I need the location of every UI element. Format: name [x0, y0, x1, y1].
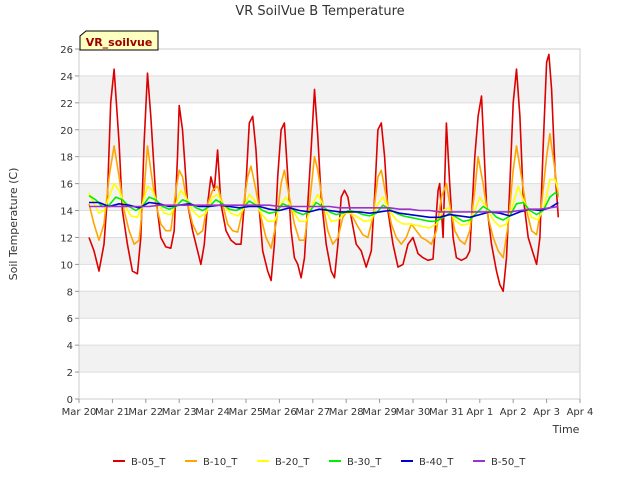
x-tick-label: Mar 31 — [429, 407, 464, 418]
x-tick-label: Mar 22 — [128, 407, 163, 418]
chart-title: VR SoilVue B Temperature — [235, 4, 404, 19]
x-tick-label: Mar 28 — [329, 407, 364, 418]
plot-band — [79, 372, 580, 399]
series-line-b-40-t — [89, 201, 559, 219]
y-axis-label: Soil Temperature (C) — [7, 168, 20, 281]
x-tick-label: Apr 4 — [567, 407, 594, 418]
y-tick-label: 22 — [60, 99, 73, 110]
legend-label: B-20_T — [275, 457, 310, 468]
legend-label: B-40_T — [419, 457, 454, 468]
y-tick-label: 6 — [67, 314, 73, 325]
site-label: VR_soilvue — [86, 36, 153, 49]
plot-area-border — [78, 48, 581, 400]
y-tick-label: 14 — [60, 207, 73, 218]
x-tick-label: Mar 20 — [62, 407, 97, 418]
plot-bands — [79, 49, 580, 399]
x-tick-label: Mar 24 — [195, 407, 230, 418]
series-lines — [88, 53, 560, 293]
y-tick-label: 2 — [67, 368, 73, 379]
legend-label: B-30_T — [347, 457, 382, 468]
x-tick-label: Mar 23 — [162, 407, 197, 418]
x-axis-label: Time — [552, 423, 580, 436]
x-tick-label: Mar 25 — [229, 407, 264, 418]
site-label-shape — [79, 30, 159, 51]
y-tick-label: 18 — [60, 153, 73, 164]
y-tick-label: 0 — [67, 395, 73, 406]
plot-band — [79, 345, 580, 373]
y-tick-label: 8 — [67, 287, 73, 298]
y-tick-label: 4 — [67, 341, 73, 352]
x-tick-label: Apr 3 — [533, 407, 560, 418]
legend-label: B-05_T — [131, 457, 166, 468]
y-tick-label: 10 — [60, 260, 73, 271]
legend-label: B-50_T — [491, 457, 526, 468]
plot-band — [79, 318, 580, 346]
site-label-box: VR_soilvue — [79, 30, 159, 51]
plot-band — [79, 156, 580, 184]
legend: B-05_T B-10_T B-20_T B-30_T B-40_T B-50_T — [113, 457, 526, 468]
y-tick-label: 26 — [60, 45, 73, 56]
x-tick-label: Mar 27 — [295, 407, 330, 418]
series-line-b-05-t — [88, 53, 560, 293]
plot-band — [79, 291, 580, 319]
y-tick-label: 24 — [60, 72, 73, 83]
plot-band — [79, 129, 580, 157]
series-line-b-50-t — [89, 204, 559, 213]
x-tick-label: Mar 29 — [362, 407, 397, 418]
x-tick-label: Apr 2 — [500, 407, 527, 418]
series-line-b-30-t — [88, 192, 559, 223]
plot-band — [79, 75, 580, 103]
y-tick-label: 12 — [60, 233, 73, 244]
x-tick-label: Mar 30 — [396, 407, 431, 418]
legend-label: B-10_T — [203, 457, 238, 468]
plot-band — [79, 102, 580, 130]
x-tick-label: Mar 21 — [95, 407, 130, 418]
x-tick-label: Mar 26 — [262, 407, 297, 418]
y-tick-label: 16 — [60, 180, 73, 191]
y-tick-label: 20 — [60, 126, 73, 137]
plot-band — [79, 49, 580, 76]
x-tick-label: Apr 1 — [466, 407, 493, 418]
